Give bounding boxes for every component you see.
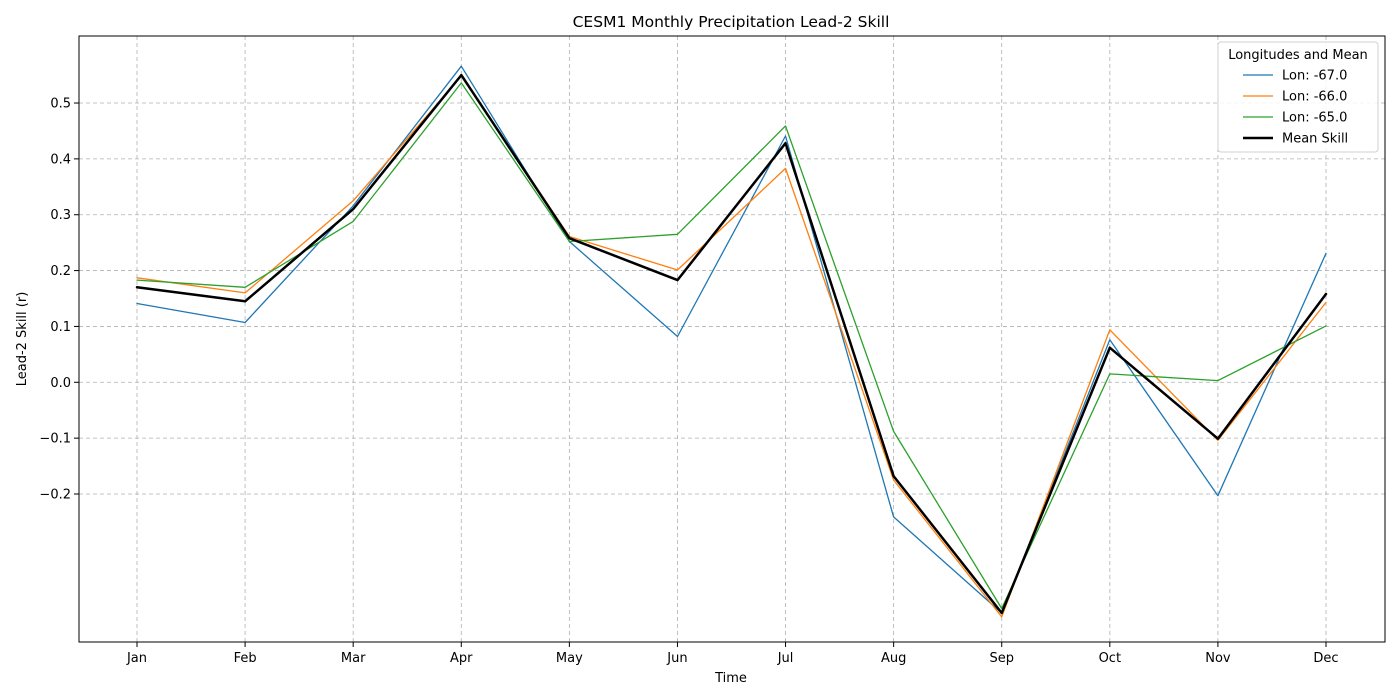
x-tick-label: Nov <box>1205 651 1231 666</box>
x-tick-label: May <box>556 651 583 666</box>
x-axis-label: Time <box>714 671 747 686</box>
series-line-1 <box>136 75 1327 618</box>
y-tick-label: −0.1 <box>39 432 71 447</box>
x-tick-label: Apr <box>450 651 473 666</box>
x-axis: Jan Feb Mar Apr May Jun Jul Aug Sep Oct Nov Dec <box>126 642 1339 666</box>
chart-title: CESM1 Monthly Precipitation Lead-2 Skill <box>573 13 890 31</box>
y-axis-label: Lead-2 Skill (r) <box>15 292 30 387</box>
x-tick-label: Mar <box>341 651 366 666</box>
legend-label: Lon: -65.0 <box>1282 111 1347 126</box>
y-axis: −0.2 −0.1 0.0 0.1 0.2 0.3 0.4 0.5 <box>39 97 79 502</box>
y-tick-label: 0.5 <box>50 97 71 112</box>
x-tick-label: Sep <box>989 651 1014 666</box>
x-tick-label: Oct <box>1099 651 1121 666</box>
y-tick-label: 0.0 <box>50 376 71 391</box>
legend-label: Lon: -67.0 <box>1282 69 1347 84</box>
series-layer <box>135 65 1328 618</box>
x-tick-label: Jul <box>777 651 794 666</box>
y-tick-label: 0.1 <box>50 320 71 335</box>
y-tick-label: 0.3 <box>50 208 71 223</box>
y-tick-label: 0.4 <box>50 152 71 167</box>
legend-box <box>1217 41 1379 153</box>
series-line-2 <box>136 82 1327 610</box>
x-tick-label: Feb <box>234 651 257 666</box>
plot-frame <box>78 35 1386 643</box>
x-tick-label: Aug <box>881 651 906 666</box>
x-tick-label: Jun <box>666 651 687 666</box>
y-tick-label: −0.2 <box>39 487 71 502</box>
legend-title: Longitudes and Mean <box>1228 48 1368 63</box>
legend-items: Lon: -67.0 Lon: -66.0 Lon: -65.0 Mean Skill <box>1243 69 1348 147</box>
x-tick-label: Dec <box>1313 651 1338 666</box>
legend-label: Mean Skill <box>1282 132 1348 147</box>
legend-label: Lon: -66.0 <box>1282 90 1347 105</box>
grid <box>79 36 1385 642</box>
legend: Longitudes and Mean Lon: -67.0 Lon: -66.0… <box>1217 41 1379 153</box>
x-tick-label: Jan <box>126 651 147 666</box>
series-line-3 <box>135 73 1328 615</box>
y-tick-label: 0.2 <box>50 264 71 279</box>
series-line-0 <box>136 65 1327 614</box>
